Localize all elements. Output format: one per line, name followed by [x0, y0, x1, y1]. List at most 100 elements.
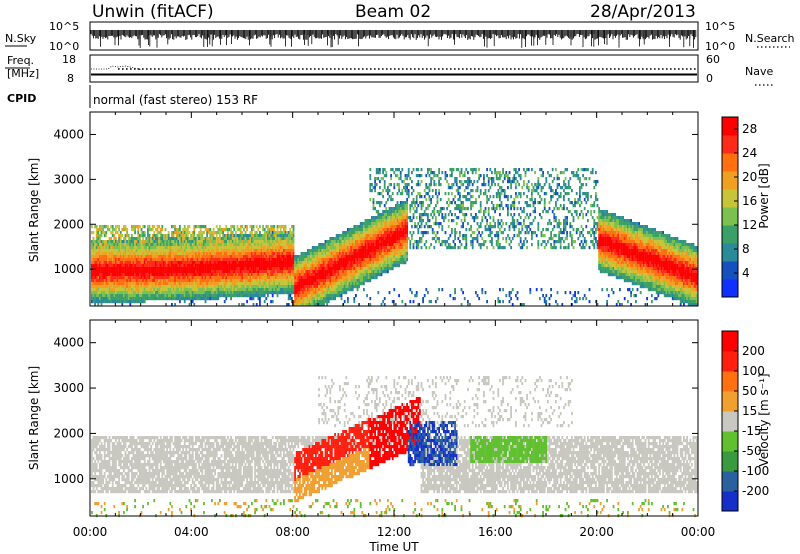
power-cell [175, 246, 178, 250]
power-cell [340, 276, 343, 280]
power-cell [358, 279, 360, 283]
power-cell [175, 264, 178, 268]
power-cell [375, 276, 378, 280]
power-cell [326, 273, 328, 277]
power-cell [395, 243, 397, 247]
power-cell [161, 270, 164, 274]
power-cell [281, 243, 284, 247]
power-cell [214, 231, 216, 235]
power-cell [335, 255, 338, 259]
power-cell [107, 273, 109, 277]
power-cell [166, 258, 168, 262]
power-cell [334, 294, 336, 298]
power-cell [263, 270, 266, 274]
power-cell [355, 228, 357, 232]
power-cell [273, 276, 276, 280]
power-cell [113, 300, 116, 304]
power-cell [115, 258, 117, 262]
power-cell [100, 300, 103, 304]
power-cell [153, 249, 156, 253]
power-cell [329, 240, 332, 244]
power-cell [308, 294, 311, 298]
power-cell [177, 291, 180, 295]
power-cell [377, 264, 380, 268]
power-cell [129, 264, 132, 268]
power-cell [353, 300, 356, 304]
power-cell [158, 273, 160, 277]
power-cell [302, 255, 304, 259]
power-cell [379, 219, 381, 223]
power-cell [134, 267, 136, 271]
power-cell [227, 249, 229, 253]
power-cell [102, 252, 104, 256]
power-cell [305, 288, 308, 292]
power-cell [286, 240, 288, 244]
power-cell [270, 267, 272, 271]
power-cell [259, 243, 261, 247]
power-cell [204, 297, 207, 301]
power-cell [342, 270, 344, 274]
power-cell [118, 237, 120, 241]
power-cell [203, 279, 205, 283]
power-cell [231, 276, 234, 280]
power-cell [243, 228, 245, 232]
power-cell [148, 276, 151, 280]
power-cell [331, 261, 333, 265]
power-cell [111, 246, 114, 250]
power-cell [315, 252, 317, 256]
power-cell [97, 273, 100, 277]
power-cell [390, 207, 392, 211]
power-cell [331, 267, 333, 271]
power-cell [172, 243, 175, 247]
power-cell [355, 240, 357, 244]
power-cell [339, 243, 341, 247]
power-cell [158, 225, 160, 229]
power-cell [108, 246, 111, 250]
power-cell [244, 270, 247, 274]
power-cell [163, 234, 165, 238]
power-cell [199, 270, 202, 274]
power-cell [172, 267, 175, 271]
power-cell [246, 225, 248, 229]
power-cell [127, 252, 130, 256]
power-cell [311, 270, 314, 274]
power-cell [363, 267, 365, 271]
power-cell [276, 246, 279, 250]
power-cell [369, 186, 372, 190]
power-cell [364, 228, 367, 232]
power-cell [318, 258, 320, 262]
power-cell [207, 282, 210, 286]
nsearch-tick-bottom: 10^0 [705, 40, 735, 53]
power-cell [177, 249, 180, 253]
power-cell [222, 270, 224, 274]
power-cell [166, 279, 168, 283]
power-cell [374, 255, 376, 259]
power-cell [323, 267, 325, 271]
power-cell [147, 291, 149, 295]
power-cell [283, 267, 285, 271]
power-cell [110, 237, 112, 241]
power-cell [355, 255, 357, 259]
power-cell [348, 249, 351, 253]
power-cell [227, 270, 229, 274]
power-cell [129, 294, 132, 298]
power-cell [350, 234, 352, 238]
power-cell [281, 270, 284, 274]
power-cell [188, 243, 191, 247]
power-cell [145, 270, 148, 274]
power-cell [254, 276, 256, 280]
power-cell [247, 270, 250, 274]
power-cell [212, 267, 215, 271]
power-cell [267, 270, 269, 274]
power-cell [140, 291, 143, 295]
power-cell [337, 246, 340, 250]
power-cell [203, 255, 205, 259]
power-cell [334, 243, 336, 247]
power-cell [319, 303, 322, 307]
power-cell [291, 246, 293, 250]
power-cell [195, 225, 197, 229]
power-cell [156, 279, 159, 283]
power-cell [292, 270, 295, 274]
power-cell [343, 264, 346, 268]
power-cell [388, 264, 391, 268]
